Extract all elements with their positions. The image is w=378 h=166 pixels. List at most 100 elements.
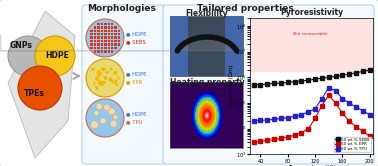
Text: Morphologies: Morphologies	[88, 4, 156, 13]
50 wt.% TPU	[265, 119, 270, 121]
Bar	[114, 26, 117, 29]
FancyBboxPatch shape	[82, 5, 166, 164]
50 wt.% SEBS	[258, 84, 263, 86]
50 wt.% SEBS	[354, 72, 358, 74]
Ellipse shape	[104, 77, 106, 80]
Bar	[111, 23, 113, 25]
50 wt.% EPR	[361, 130, 365, 132]
Bar	[107, 50, 110, 53]
Bar	[101, 30, 103, 32]
Bar	[225, 16, 243, 76]
Text: ● TPU: ● TPU	[126, 120, 143, 124]
Bar	[107, 33, 110, 36]
Bar	[107, 43, 110, 46]
Ellipse shape	[112, 81, 115, 84]
Text: ● HDPE: ● HDPE	[126, 112, 147, 117]
Text: GNPs: GNPs	[10, 42, 33, 50]
Y-axis label: Resistivity (Ωm): Resistivity (Ωm)	[229, 65, 234, 108]
50 wt.% TPU	[340, 97, 345, 99]
Text: Flexibility: Flexibility	[186, 9, 228, 18]
Bar	[111, 47, 113, 49]
Ellipse shape	[105, 77, 107, 80]
Bar	[97, 50, 100, 53]
Bar	[107, 36, 110, 39]
50 wt.% SEBS	[299, 80, 304, 82]
Bar	[111, 30, 113, 32]
50 wt.% SEBS	[333, 75, 338, 77]
Text: ● HDPE: ● HDPE	[126, 32, 147, 37]
Text: ● SEBS: ● SEBS	[126, 40, 146, 44]
Bar	[107, 30, 110, 32]
50 wt.% TPU	[306, 111, 310, 113]
Bar	[90, 36, 93, 39]
Bar	[90, 33, 93, 36]
50 wt.% SEBS	[292, 81, 297, 83]
FancyBboxPatch shape	[163, 5, 374, 164]
Bar	[118, 40, 120, 42]
Bar	[104, 47, 107, 49]
50 wt.% EPR	[313, 118, 318, 120]
Bar	[107, 23, 110, 25]
Circle shape	[110, 120, 117, 127]
Bar	[97, 26, 100, 29]
Polygon shape	[8, 11, 75, 158]
Bar	[101, 33, 103, 36]
50 wt.% EPR	[299, 132, 304, 134]
Text: Heating property: Heating property	[170, 78, 244, 87]
Ellipse shape	[97, 70, 100, 74]
50 wt.% TPU	[313, 108, 318, 110]
Circle shape	[86, 19, 124, 57]
Bar	[97, 36, 100, 39]
Bar	[97, 40, 100, 42]
Circle shape	[8, 36, 48, 76]
50 wt.% SEBS	[340, 74, 345, 76]
Bar	[101, 50, 103, 53]
50 wt.% SEBS	[285, 82, 290, 83]
Circle shape	[86, 59, 124, 97]
Bar	[104, 30, 107, 32]
Text: Tailored properties: Tailored properties	[197, 4, 293, 13]
50 wt.% SEBS	[251, 84, 256, 86]
Bar	[94, 26, 96, 29]
Bar	[94, 33, 96, 36]
Ellipse shape	[91, 68, 95, 71]
Ellipse shape	[93, 82, 96, 84]
Bar	[104, 36, 107, 39]
Bar	[111, 43, 113, 46]
Ellipse shape	[102, 81, 105, 84]
Bar	[90, 30, 93, 32]
Bar	[111, 26, 113, 29]
Bar	[101, 47, 103, 49]
50 wt.% EPR	[320, 105, 324, 107]
Bar	[101, 40, 103, 42]
Bar	[111, 33, 113, 36]
50 wt.% TPU	[333, 90, 338, 92]
Ellipse shape	[95, 77, 99, 81]
50 wt.% EPR	[354, 126, 358, 128]
Text: HDPE: HDPE	[45, 51, 69, 60]
50 wt.% SEBS	[320, 77, 324, 79]
Bar	[94, 47, 96, 49]
Ellipse shape	[110, 68, 113, 70]
Bar	[118, 30, 120, 32]
50 wt.% EPR	[340, 112, 345, 114]
50 wt.% SEBS	[279, 82, 283, 84]
50 wt.% TPU	[367, 114, 372, 116]
Bar	[104, 33, 107, 36]
Ellipse shape	[101, 67, 106, 71]
Bar	[104, 50, 107, 53]
50 wt.% TPU	[258, 119, 263, 121]
Line: 50 wt.% EPR: 50 wt.% EPR	[252, 94, 371, 144]
50 wt.% TPU	[272, 118, 276, 120]
50 wt.% TPU	[361, 110, 365, 112]
Ellipse shape	[98, 80, 102, 84]
50 wt.% SEBS	[347, 73, 352, 75]
Circle shape	[100, 118, 106, 124]
Bar	[97, 30, 100, 32]
Bar	[170, 16, 188, 76]
Bar	[107, 40, 110, 42]
Bar	[111, 40, 113, 42]
Ellipse shape	[95, 85, 98, 90]
Ellipse shape	[96, 76, 99, 80]
Circle shape	[113, 115, 118, 120]
